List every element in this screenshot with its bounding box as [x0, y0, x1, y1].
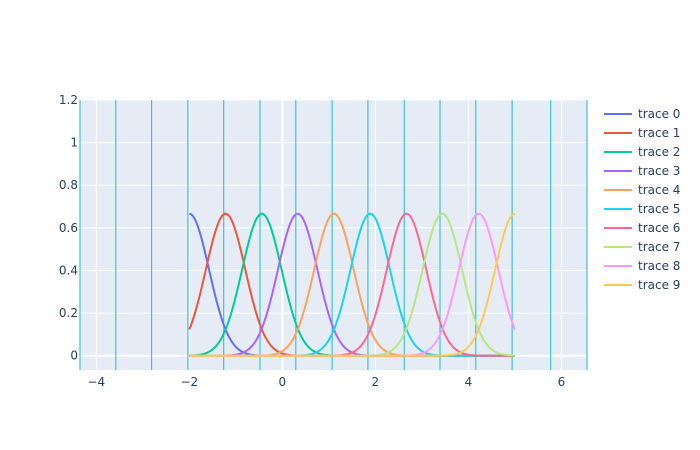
x-tick-label: −2 [180, 375, 198, 389]
x-tick-label: 2 [372, 375, 380, 389]
legend-label: trace 7 [638, 240, 680, 254]
legend[interactable]: trace 0 trace 1 trace 2 trace 3 trace 4 trace… [604, 107, 680, 292]
legend-item[interactable]: trace 8 [604, 259, 680, 273]
legend-item[interactable]: trace 9 [604, 278, 680, 292]
plot-background [80, 100, 587, 370]
y-tick-label: 1 [70, 136, 78, 150]
legend-label: trace 8 [638, 259, 680, 273]
legend-item[interactable]: trace 4 [604, 183, 680, 197]
legend-label: trace 1 [638, 126, 680, 140]
y-axis-tick-labels: 0 0.2 0.4 0.6 0.8 1 1.2 [59, 93, 78, 363]
legend-item[interactable]: trace 5 [604, 202, 680, 216]
series-line-9 [189, 212, 516, 357]
x-tick-label: 6 [558, 375, 566, 389]
legend-label: trace 2 [638, 145, 680, 159]
y-tick-label: 0 [70, 349, 78, 363]
y-tick-label: 0.6 [59, 221, 78, 235]
y-tick-label: 0.4 [59, 263, 78, 277]
x-axis-tick-labels: −4 −2 0 2 4 6 [87, 375, 565, 389]
legend-item[interactable]: trace 2 [604, 145, 680, 159]
legend-label: trace 9 [638, 278, 680, 292]
legend-item[interactable]: trace 1 [604, 126, 680, 140]
y-tick-label: 0.8 [59, 178, 78, 192]
legend-label: trace 5 [638, 202, 680, 216]
x-tick-label: 4 [465, 375, 473, 389]
y-tick-label: 1.2 [59, 93, 78, 107]
legend-label: trace 0 [638, 107, 680, 121]
legend-item[interactable]: trace 7 [604, 240, 680, 254]
x-tick-label: 0 [279, 375, 287, 389]
y-tick-label: 0.2 [59, 306, 78, 320]
legend-label: trace 6 [638, 221, 680, 235]
legend-label: trace 4 [638, 183, 680, 197]
legend-item[interactable]: trace 3 [604, 164, 680, 178]
legend-item[interactable]: trace 0 [604, 107, 680, 121]
x-tick-label: −4 [87, 375, 105, 389]
legend-label: trace 3 [638, 164, 680, 178]
series-curves [188, 212, 516, 357]
legend-item[interactable]: trace 6 [604, 221, 680, 235]
